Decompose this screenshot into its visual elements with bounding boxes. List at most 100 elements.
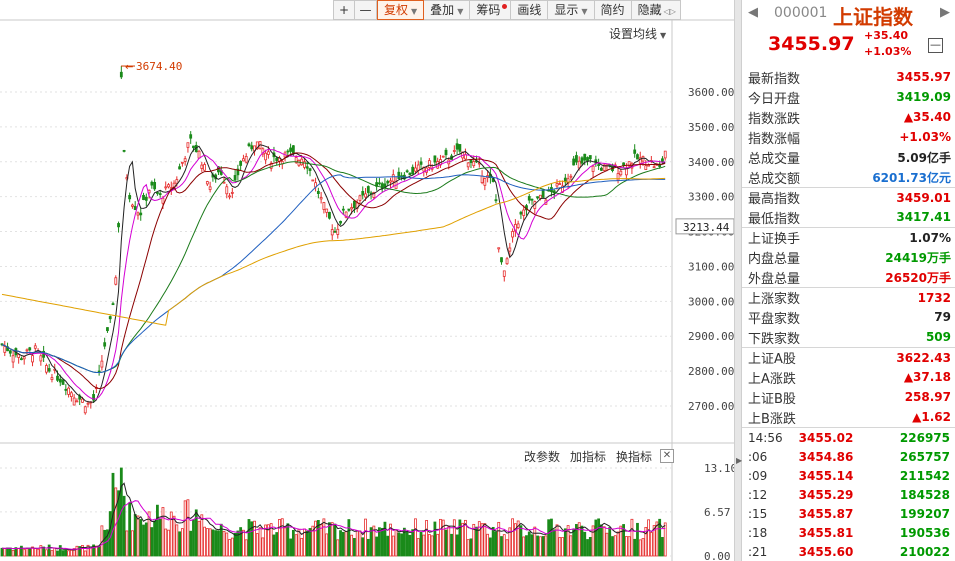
volume-bar [594, 519, 598, 557]
volume-bar [508, 527, 512, 557]
volume-bar [78, 546, 82, 557]
overlay-dropdown[interactable]: 叠加 ▼ [424, 0, 471, 20]
stat-value: ▲35.40 [903, 110, 951, 124]
candle-body [408, 172, 412, 176]
candle-body [441, 155, 445, 158]
tick-price: 3455.02 [798, 430, 854, 445]
candle-body [389, 180, 392, 183]
volume-bar [47, 544, 51, 557]
add-indicator-button[interactable]: 加指标 [570, 450, 607, 464]
edit-params-button[interactable]: 改参数 [524, 450, 561, 464]
volume-bar [205, 528, 209, 557]
candle-body [397, 171, 401, 179]
volume-bar [278, 519, 281, 557]
tick-row: 14:56 3455.02 226975 [742, 428, 955, 447]
candle-body [247, 143, 251, 147]
candle-body [158, 193, 162, 195]
switch-indicator-button[interactable]: 换指标 [616, 450, 653, 464]
close-indicator-icon[interactable]: ✕ [660, 449, 674, 463]
candle-body [186, 142, 190, 148]
volume-bar [214, 530, 218, 557]
draw-line-button[interactable]: 画线 [511, 0, 549, 20]
kline-chart[interactable]: 3600.003500.003400.003300.003200.003100.… [0, 0, 734, 561]
candle-body [516, 223, 520, 228]
tick-time: :06 [748, 449, 768, 464]
candle-body [208, 186, 212, 190]
candle-body [83, 406, 87, 414]
volume-bar [572, 529, 576, 557]
tick-volume: 199207 [899, 506, 950, 521]
volume-bar [544, 535, 548, 557]
candle-body [31, 355, 34, 363]
candle-body [627, 161, 631, 167]
more-arrows-icon: ◁▷ [663, 7, 676, 16]
candle-body [294, 157, 298, 163]
stat-label: 上证A股 [748, 352, 796, 367]
hide-button[interactable]: 隐藏 ◁▷ [631, 0, 681, 20]
candle-body [616, 173, 620, 181]
next-stock-icon[interactable]: ▶ [940, 5, 950, 20]
tick-row: :18 3455.81 190536 [742, 523, 955, 542]
candle-body [122, 150, 126, 152]
candle-body [458, 144, 462, 152]
candle-body [139, 212, 143, 216]
volume-bar [20, 545, 23, 557]
candle-body [364, 193, 367, 198]
candle-body [483, 178, 487, 186]
tick-volume: 184528 [899, 487, 950, 502]
volume-bar [516, 520, 520, 557]
tick-row: :21 3455.60 210022 [742, 542, 955, 561]
volume-bar [405, 531, 409, 557]
zoom-out-button[interactable]: — [355, 0, 377, 20]
candle-body [128, 195, 132, 200]
candle-body [597, 164, 601, 166]
candle-body [319, 197, 323, 200]
quote-header: ◀ 000001 上证指数 ▶ [742, 0, 955, 29]
simple-mode-button[interactable]: 简约 [594, 0, 632, 20]
candle-body [339, 220, 342, 224]
prev-stock-icon[interactable]: ◀ [748, 5, 758, 20]
display-dropdown[interactable]: 显示 ▼ [548, 0, 595, 20]
chips-button[interactable]: 筹码 [470, 0, 512, 20]
volume-bar [613, 535, 617, 557]
volume-bar [480, 523, 484, 557]
candle-body [56, 375, 59, 381]
panel-splitter[interactable]: ▶ [734, 0, 742, 561]
volume-bar [3, 548, 7, 557]
candle-body [119, 71, 123, 78]
tick-time: :21 [748, 544, 768, 559]
volume-bar [597, 518, 601, 557]
candle-body [405, 170, 409, 173]
volume-bar [244, 539, 248, 557]
candle-body [144, 196, 148, 201]
collapse-button[interactable]: — [928, 38, 943, 53]
candle-body [472, 161, 476, 167]
stat-label: 上涨家数 [748, 292, 801, 307]
indicator-controls: 改参数 加指标 换指标 [524, 448, 652, 465]
volume-tick-label: 0.00 [704, 550, 731, 561]
volume-bar [330, 522, 334, 557]
collapse-arrow-icon[interactable]: ▶ [736, 456, 743, 465]
chevron-down-icon: ▼ [581, 7, 588, 16]
volume-bar [347, 519, 351, 557]
restore-rights-dropdown[interactable]: 复权 ▼ [377, 0, 425, 20]
volume-bar [200, 514, 204, 557]
stat-row: 上证A股 3622.43 [742, 347, 955, 367]
volume-bar [636, 522, 639, 557]
volume-bar [217, 530, 220, 557]
ma-settings-dropdown[interactable]: 设置均线 ▼ [609, 27, 667, 41]
ma40-line [1, 161, 666, 373]
candle-body [527, 196, 531, 201]
candle-body [203, 164, 206, 171]
stock-code: 000001 [774, 5, 828, 21]
volume-bar [36, 549, 40, 557]
volume-bar [633, 538, 637, 557]
stat-label: 上证换手 [748, 232, 801, 247]
candle-body [300, 158, 304, 166]
zoom-in-button[interactable]: + [333, 0, 355, 20]
candle-body [197, 150, 201, 159]
volume-bar [117, 490, 120, 557]
volume-bar [0, 547, 4, 557]
stats-table: 最新指数 3455.97 今日开盘 3419.09 指数涨跌 ▲35.40 指数涨幅 +1.0… [742, 67, 955, 427]
volume-bar [186, 499, 190, 557]
